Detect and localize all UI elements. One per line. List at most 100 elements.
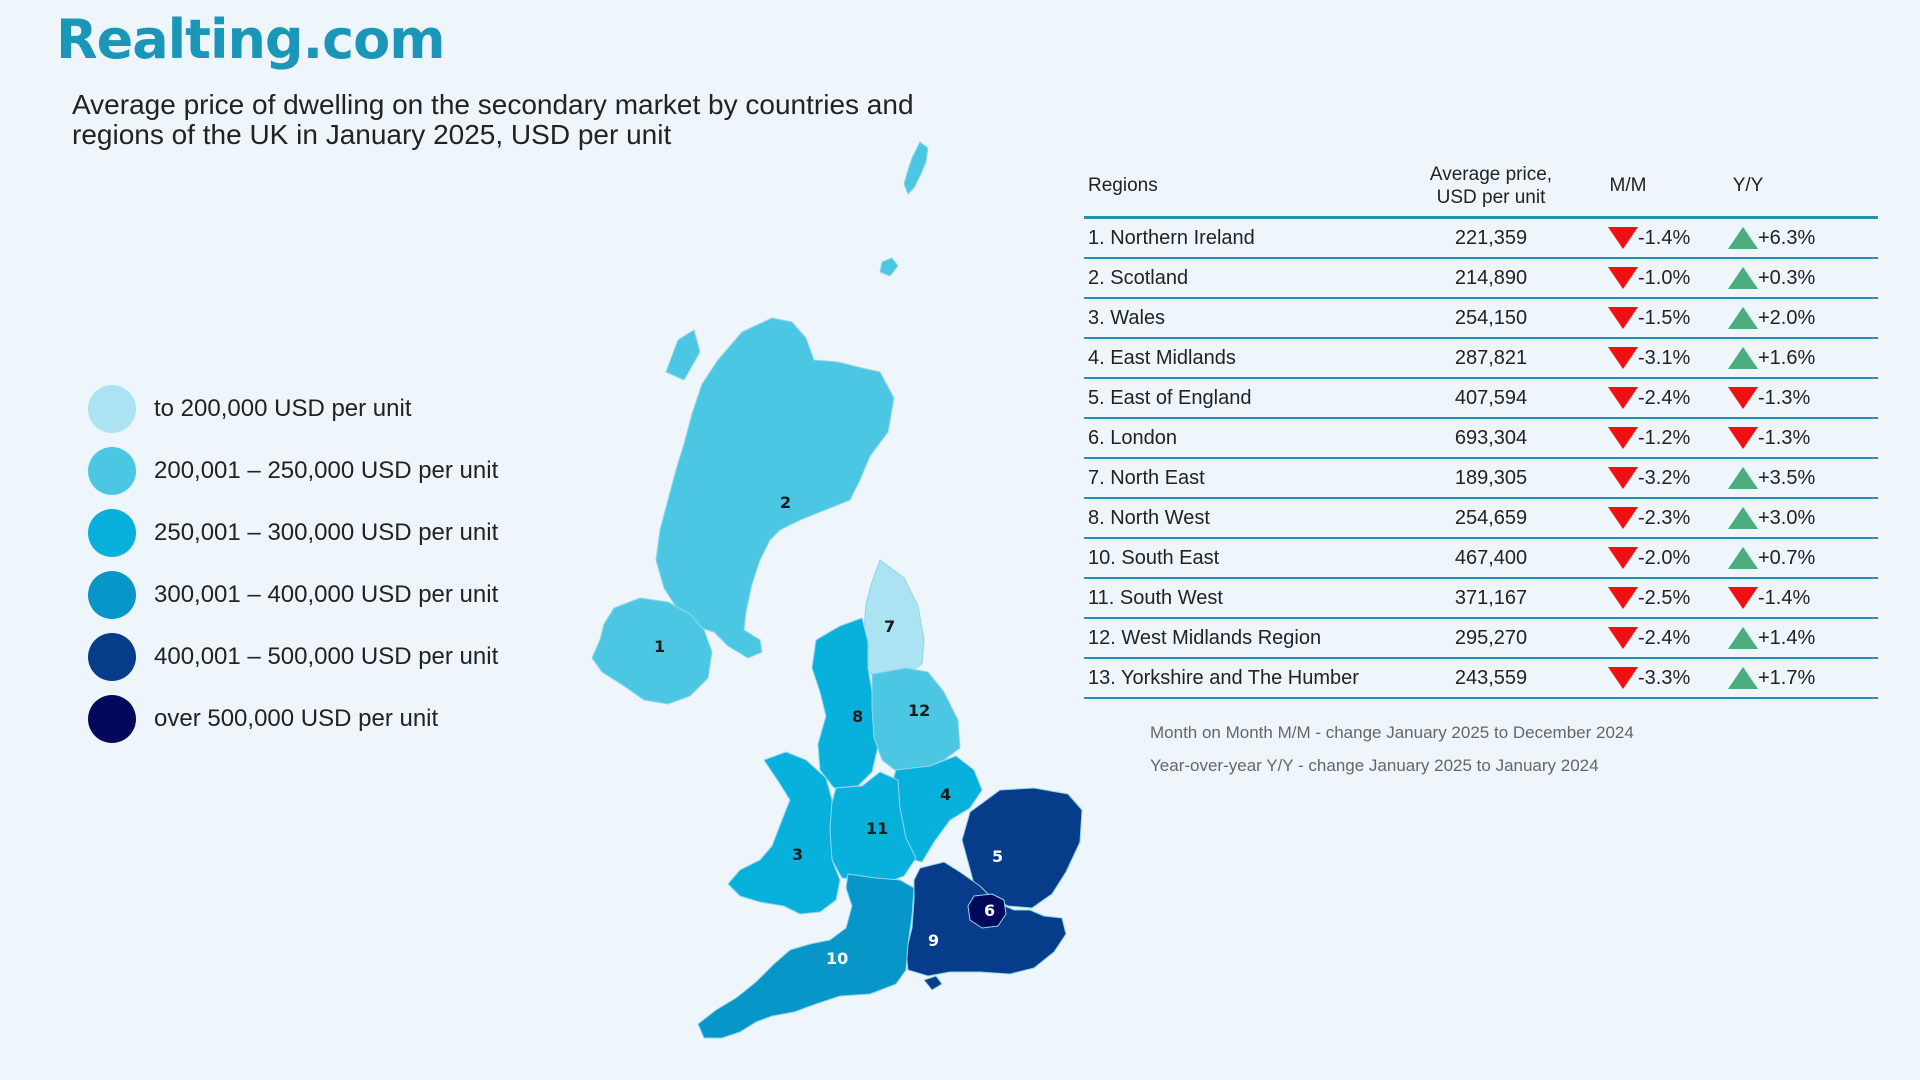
row-yy: -1.4% xyxy=(1688,586,1811,610)
legend-label: 400,001 – 500,000 USD per unit xyxy=(154,643,499,670)
row-price: 254,150 xyxy=(1454,306,1528,329)
row-yy: +6.3% xyxy=(1688,227,1815,250)
table-row: 1. Northern Ireland 221,359 -1.4% +6.3% xyxy=(1084,219,1878,259)
arrow-down-icon xyxy=(1608,587,1638,609)
row-price: 254,659 xyxy=(1454,506,1528,529)
row-mm-value: -3.1% xyxy=(1638,346,1691,369)
table-row: 13. Yorkshire and The Humber 243,559 -3.3%… xyxy=(1084,659,1878,699)
row-yy: +1.6% xyxy=(1688,347,1815,370)
row-region-name: 1. Northern Ireland xyxy=(1088,226,1255,249)
legend-label: 250,001 – 300,000 USD per unit xyxy=(154,519,499,546)
row-yy: +0.3% xyxy=(1688,267,1815,290)
legend-swatch xyxy=(88,447,136,495)
row-mm: -1.2% xyxy=(1568,427,1690,450)
arrow-down-icon xyxy=(1608,387,1638,409)
legend-item: 400,001 – 500,000 USD per unit xyxy=(88,626,498,688)
row-mm-value: -2.5% xyxy=(1638,586,1691,609)
legend-label: to 200,000 USD per unit xyxy=(154,395,412,422)
row-region-name: 7. North East xyxy=(1088,466,1205,489)
row-yy: +0.7% xyxy=(1688,547,1815,570)
region-2-hebrides xyxy=(665,329,701,381)
legend-swatch xyxy=(88,633,136,681)
region-2-scotland xyxy=(655,317,895,659)
region-2-shetland xyxy=(903,141,929,195)
row-mm: -2.5% xyxy=(1568,586,1691,610)
row-price: 287,821 xyxy=(1454,346,1528,369)
header-regions: Regions xyxy=(1088,175,1158,196)
region-1-northern-ireland xyxy=(591,597,713,705)
table-row: 2. Scotland 214,890 -1.0% +0.3% xyxy=(1084,259,1878,299)
region-label: 5 xyxy=(992,847,1003,866)
row-mm-value: -2.0% xyxy=(1638,546,1691,569)
legend-label: over 500,000 USD per unit xyxy=(154,705,439,732)
row-region-name: 6. London xyxy=(1088,426,1177,449)
arrow-down-icon xyxy=(1608,467,1638,489)
arrow-down-icon xyxy=(1608,427,1638,449)
row-mm: -2.3% xyxy=(1568,507,1690,530)
region-6-london xyxy=(967,893,1007,929)
row-mm-value: -3.3% xyxy=(1638,666,1691,689)
table-row: 4. East Midlands 287,821 -3.1% +1.6% xyxy=(1084,339,1878,379)
page-title: Average price of dwelling on the seconda… xyxy=(72,89,914,150)
arrow-down-icon xyxy=(1728,427,1758,449)
row-mm: -1.4% xyxy=(1568,227,1690,250)
region-3-wales xyxy=(727,751,841,915)
table-row: 5. East of England 407,594 -2.4% -1.3% xyxy=(1084,379,1878,419)
header-price-line2: USD per unit xyxy=(1436,187,1546,208)
region-label: 7 xyxy=(884,617,895,636)
row-yy-value: -1.4% xyxy=(1758,586,1811,609)
legend-swatch xyxy=(88,695,136,743)
arrow-down-icon xyxy=(1728,587,1758,609)
region-10-south-west xyxy=(697,873,915,1039)
row-mm-value: -1.5% xyxy=(1638,306,1691,329)
row-region-name: 12. West Midlands Region xyxy=(1088,626,1322,649)
row-price: 214,890 xyxy=(1454,266,1528,289)
region-label: 1 xyxy=(654,637,665,656)
row-region-name: 4. East Midlands xyxy=(1088,346,1236,369)
row-yy-value: +1.7% xyxy=(1758,666,1816,689)
row-region-name: 8. North West xyxy=(1088,506,1210,529)
arrow-down-icon xyxy=(1608,627,1638,649)
row-mm: -3.3% xyxy=(1568,666,1691,690)
region-label: 4 xyxy=(940,785,951,804)
row-region-name: 5. East of England xyxy=(1088,386,1252,409)
arrow-up-icon xyxy=(1728,267,1758,289)
region-12-yorkshire xyxy=(871,667,961,775)
table-row: 6. London 693,304 -1.2% -1.3% xyxy=(1084,419,1878,459)
row-mm-value: -2.4% xyxy=(1638,626,1691,649)
row-mm-value: -1.0% xyxy=(1638,266,1691,289)
row-mm: -2.4% xyxy=(1568,626,1691,650)
table-row: 7. North East 189,305 -3.2% +3.5% xyxy=(1084,459,1878,499)
row-yy: +3.5% xyxy=(1688,467,1815,490)
row-price: 693,304 xyxy=(1454,426,1528,449)
arrow-down-icon xyxy=(1608,667,1638,689)
region-price-table: Regions Average price, USD per unit M/M Y… xyxy=(1084,156,1878,699)
arrow-down-icon xyxy=(1608,267,1638,289)
legend-item: 200,001 – 250,000 USD per unit xyxy=(88,440,498,502)
legend-swatch xyxy=(88,509,136,557)
arrow-up-icon xyxy=(1728,347,1758,369)
row-yy-value: -1.3% xyxy=(1758,426,1811,449)
row-mm: -2.4% xyxy=(1568,387,1690,410)
legend-label: 200,001 – 250,000 USD per unit xyxy=(154,457,499,484)
table-body: 1. Northern Ireland 221,359 -1.4% +6.3% 2. S… xyxy=(1084,219,1878,699)
region-label: 10 xyxy=(826,949,848,968)
table-row: 11. South West 371,167 -2.5% -1.4% xyxy=(1084,579,1878,619)
row-yy-value: +1.6% xyxy=(1758,346,1816,369)
table-row: 3. Wales 254,150 -1.5% +2.0% xyxy=(1084,299,1878,339)
arrow-down-icon xyxy=(1608,227,1638,249)
region-label: 6 xyxy=(984,901,995,920)
header-price: Average price, USD per unit xyxy=(1414,163,1568,209)
row-region-name: 11. South West xyxy=(1088,586,1223,609)
table-row: 12. West Midlands Region 295,270 -2.4% +1.4… xyxy=(1084,619,1878,659)
row-yy: +1.7% xyxy=(1688,667,1815,690)
region-8-north-west xyxy=(811,617,879,789)
row-price: 407,594 xyxy=(1454,386,1528,409)
arrow-down-icon xyxy=(1608,547,1638,569)
arrow-up-icon xyxy=(1728,307,1758,329)
legend-item: 300,001 – 400,000 USD per unit xyxy=(88,564,498,626)
row-region-name: 13. Yorkshire and The Humber xyxy=(1088,666,1359,689)
legend-item: 250,001 – 300,000 USD per unit xyxy=(88,502,498,564)
row-region-name: 2. Scotland xyxy=(1088,266,1189,289)
region-5-east-of-england xyxy=(961,787,1083,909)
